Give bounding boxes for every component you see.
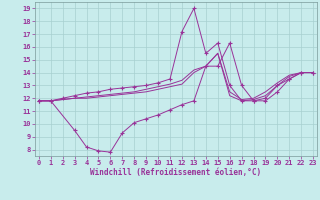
X-axis label: Windchill (Refroidissement éolien,°C): Windchill (Refroidissement éolien,°C) [91,168,261,177]
